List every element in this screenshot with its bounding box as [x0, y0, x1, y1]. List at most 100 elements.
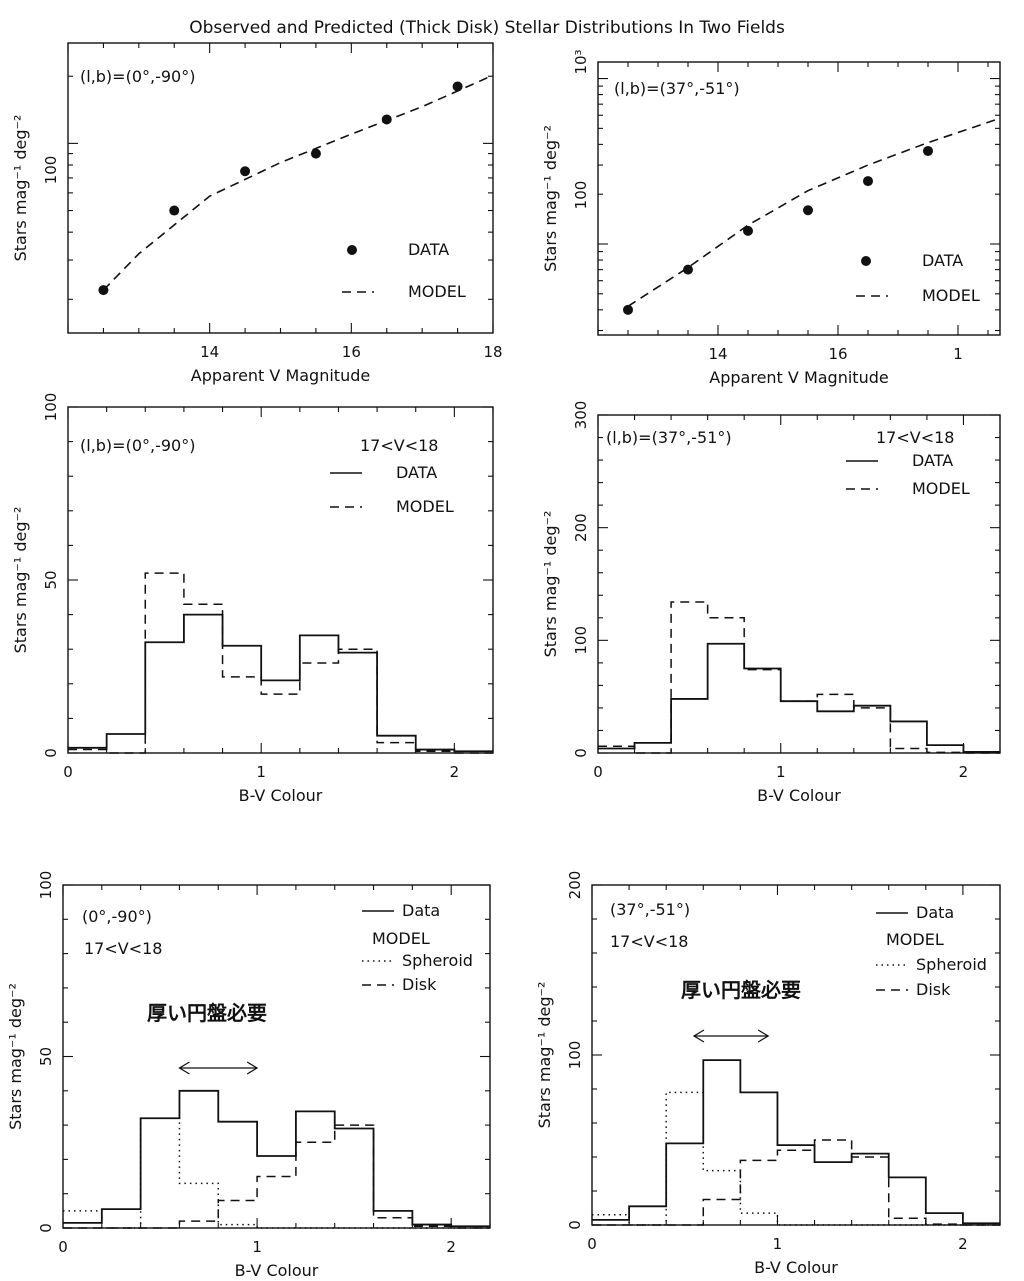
legend-header: MODEL [886, 930, 944, 949]
arrow-head-right [757, 1029, 770, 1043]
histogram-data [598, 642, 1000, 753]
y-axis-label: Stars mag⁻¹ deg⁻² [6, 983, 25, 1130]
legend-label: Data [402, 901, 440, 920]
x-tick-label: 14 [200, 343, 219, 361]
vrange-label: 17<V<18 [876, 428, 954, 447]
vrange-label: 17<V<18 [360, 436, 438, 455]
legend-label: Spheroid [916, 955, 987, 974]
field-label: (l,b)=(0°,-90°) [80, 67, 195, 86]
x-axis-label: Apparent V Magnitude [191, 366, 370, 385]
x-tick-label: 1 [776, 763, 786, 781]
field-label: (l,b)=(0°,-90°) [80, 436, 195, 455]
arrow-head-right [246, 1061, 259, 1075]
legend-label: Disk [916, 980, 951, 999]
x-tick-label: 18 [483, 343, 502, 361]
histogram-data [592, 1059, 1000, 1225]
legend-label: Spheroid [402, 951, 473, 970]
x-tick-label: 14 [708, 345, 727, 363]
x-axis-label: Apparent V Magnitude [709, 368, 888, 387]
x-tick-label: 0 [593, 763, 603, 781]
y-tick-label: 0 [42, 748, 60, 758]
chart-p5: 0 1 2 B-V Colour 0 50 100 Stars mag⁻¹ deg⁻² (0°,… [6, 871, 491, 1280]
y-axis-label: Stars mag⁻¹ deg⁻² [11, 115, 30, 262]
x-tick-label: 16 [342, 343, 361, 361]
y-axis-label: Stars mag⁻¹ deg⁻² [11, 507, 30, 654]
arrow-head-left [692, 1029, 705, 1043]
legend-label: DATA [912, 451, 953, 470]
legend-label: DATA [922, 251, 963, 270]
data-point [803, 205, 813, 216]
x-tick-label: 2 [446, 1238, 456, 1256]
legend-label: DATA [396, 463, 437, 482]
chart-p3: 0 1 2 B-V Colour 0 50 100 Stars mag⁻¹ deg⁻² (l,b… [11, 393, 494, 805]
plot-frame [597, 414, 1001, 754]
data-point [452, 81, 463, 92]
legend-label: Disk [402, 975, 437, 994]
y-tick-label: 0 [37, 1223, 55, 1233]
data-point [169, 205, 180, 216]
figure-title: Observed and Predicted (Thick Disk) Stel… [189, 18, 785, 38]
y-tick-label: 100 [572, 626, 590, 655]
data-point [923, 145, 933, 156]
y-tick-label: 50 [42, 570, 60, 589]
legend-marker [861, 256, 871, 266]
x-axis-label: B-V Colour [757, 786, 841, 805]
legend-label: Data [916, 903, 954, 922]
y-tick-label: 100 [572, 181, 590, 210]
legend-label: DATA [408, 240, 449, 259]
data-point [240, 166, 251, 177]
data-point [623, 304, 633, 315]
model-line [102, 74, 494, 291]
field-label: (l,b)=(37°,-51°) [614, 79, 740, 98]
x-tick-label: 2 [959, 763, 969, 781]
data-point [743, 225, 753, 236]
y-tick-label: 200 [572, 513, 590, 542]
chart-p6: 0 1 2 B-V Colour 0 100 200 Stars mag⁻¹ deg⁻² (37… [535, 871, 1001, 1277]
plot-frame [597, 61, 1001, 336]
x-tick-label: 1 [256, 763, 266, 781]
x-tick-label: 0 [587, 1235, 597, 1253]
y-tick-label: 100 [42, 156, 60, 185]
legend-label: MODEL [912, 479, 970, 498]
y-tick-label: 50 [37, 1047, 55, 1066]
histogram-disk [63, 1124, 490, 1229]
y-tick-label: 300 [572, 401, 590, 430]
x-tick-label: 1 [773, 1235, 783, 1253]
histogram-data [68, 613, 493, 753]
y-axis-label: Stars mag⁻¹ deg⁻² [541, 125, 560, 272]
histogram-disk [592, 1139, 1000, 1226]
y-tick-label: 200 [566, 871, 584, 900]
x-tick-label: 1 [953, 345, 963, 363]
x-axis-label: B-V Colour [239, 786, 323, 805]
field-label: (0°,-90°) [82, 907, 152, 926]
legend-label: MODEL [396, 497, 454, 516]
legend-header: MODEL [372, 929, 430, 948]
data-point [863, 176, 873, 187]
x-tick-label: 0 [58, 1238, 68, 1256]
histogram-spheroid [592, 1091, 1000, 1226]
y-tick-label: 100 [566, 1041, 584, 1070]
histogram-data [63, 1089, 490, 1228]
x-tick-label: 1 [252, 1238, 262, 1256]
x-axis-label: B-V Colour [235, 1261, 319, 1280]
y-tick-label: 100 [42, 393, 60, 422]
histogram-model [68, 572, 493, 754]
y-axis-label: Stars mag⁻¹ deg⁻² [541, 511, 560, 658]
arrow-head-left [178, 1061, 190, 1075]
data-point [683, 264, 693, 275]
x-tick-label: 2 [450, 763, 460, 781]
data-point [310, 148, 321, 159]
y-tick-label: 100 [37, 871, 55, 900]
thick-disk-annotation: 厚い円盤必要 [681, 978, 801, 1002]
y-tick-label: 0 [566, 1220, 584, 1230]
chart-p1: 14 16 18 Apparent V Magnitude 100 Stars mag⁻¹… [11, 42, 503, 385]
field-label: (l,b)=(37°,-51°) [606, 428, 732, 447]
y-tick-label: 10³ [572, 49, 590, 74]
vrange-label: 17<V<18 [84, 939, 162, 958]
thick-disk-annotation: 厚い円盤必要 [147, 1001, 267, 1025]
legend-marker [347, 245, 357, 255]
model-line [627, 117, 1001, 308]
x-axis-label: B-V Colour [754, 1258, 838, 1277]
histogram-spheroid [63, 1117, 490, 1229]
legend-label: MODEL [408, 282, 466, 301]
